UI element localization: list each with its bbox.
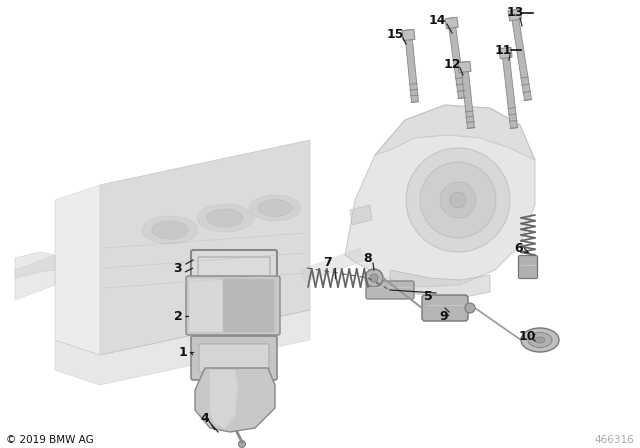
Polygon shape (511, 9, 531, 100)
Polygon shape (15, 252, 55, 278)
Ellipse shape (207, 209, 243, 227)
Polygon shape (195, 368, 275, 432)
Polygon shape (404, 30, 419, 102)
Text: 6: 6 (515, 242, 524, 255)
Text: 12: 12 (444, 57, 461, 70)
Polygon shape (300, 248, 365, 282)
Polygon shape (345, 105, 535, 287)
Text: © 2019 BMW AG: © 2019 BMW AG (6, 435, 93, 445)
Polygon shape (461, 62, 474, 129)
FancyBboxPatch shape (518, 255, 538, 279)
Ellipse shape (258, 199, 292, 216)
Circle shape (406, 148, 510, 252)
Text: 11: 11 (494, 43, 512, 56)
Text: 9: 9 (440, 310, 448, 323)
Text: 1: 1 (179, 345, 188, 358)
Ellipse shape (528, 332, 552, 348)
Ellipse shape (249, 195, 301, 221)
Polygon shape (55, 140, 310, 355)
FancyBboxPatch shape (189, 279, 223, 332)
Ellipse shape (152, 221, 188, 239)
Text: 3: 3 (173, 262, 182, 275)
Polygon shape (402, 30, 415, 40)
Circle shape (420, 162, 496, 238)
Text: 4: 4 (200, 412, 209, 425)
Polygon shape (100, 140, 310, 355)
Polygon shape (499, 47, 512, 59)
Text: 13: 13 (506, 7, 524, 20)
Ellipse shape (535, 337, 545, 343)
Text: 5: 5 (424, 290, 433, 303)
Ellipse shape (521, 328, 559, 352)
Circle shape (370, 274, 378, 282)
FancyBboxPatch shape (191, 336, 277, 380)
Ellipse shape (197, 204, 253, 232)
Ellipse shape (142, 216, 198, 244)
Text: 15: 15 (387, 29, 404, 42)
Text: 10: 10 (518, 329, 536, 343)
Circle shape (365, 269, 383, 287)
Text: 466316: 466316 (595, 435, 634, 445)
Polygon shape (458, 61, 471, 73)
Polygon shape (508, 9, 522, 21)
Polygon shape (445, 17, 458, 29)
Text: 7: 7 (324, 255, 332, 268)
Polygon shape (447, 17, 465, 99)
Circle shape (440, 182, 476, 218)
Circle shape (450, 192, 466, 208)
Text: 2: 2 (173, 310, 182, 323)
FancyBboxPatch shape (223, 279, 275, 332)
Polygon shape (502, 47, 518, 129)
Text: 8: 8 (364, 251, 372, 264)
Polygon shape (375, 105, 535, 160)
Text: 14: 14 (428, 13, 445, 26)
FancyBboxPatch shape (199, 344, 269, 372)
Circle shape (239, 440, 246, 448)
Circle shape (465, 303, 475, 313)
FancyBboxPatch shape (422, 295, 468, 321)
FancyBboxPatch shape (366, 281, 414, 299)
Polygon shape (15, 255, 55, 300)
Polygon shape (55, 310, 310, 385)
FancyBboxPatch shape (186, 276, 280, 335)
Polygon shape (390, 270, 490, 298)
Polygon shape (350, 205, 372, 225)
Polygon shape (210, 370, 238, 428)
